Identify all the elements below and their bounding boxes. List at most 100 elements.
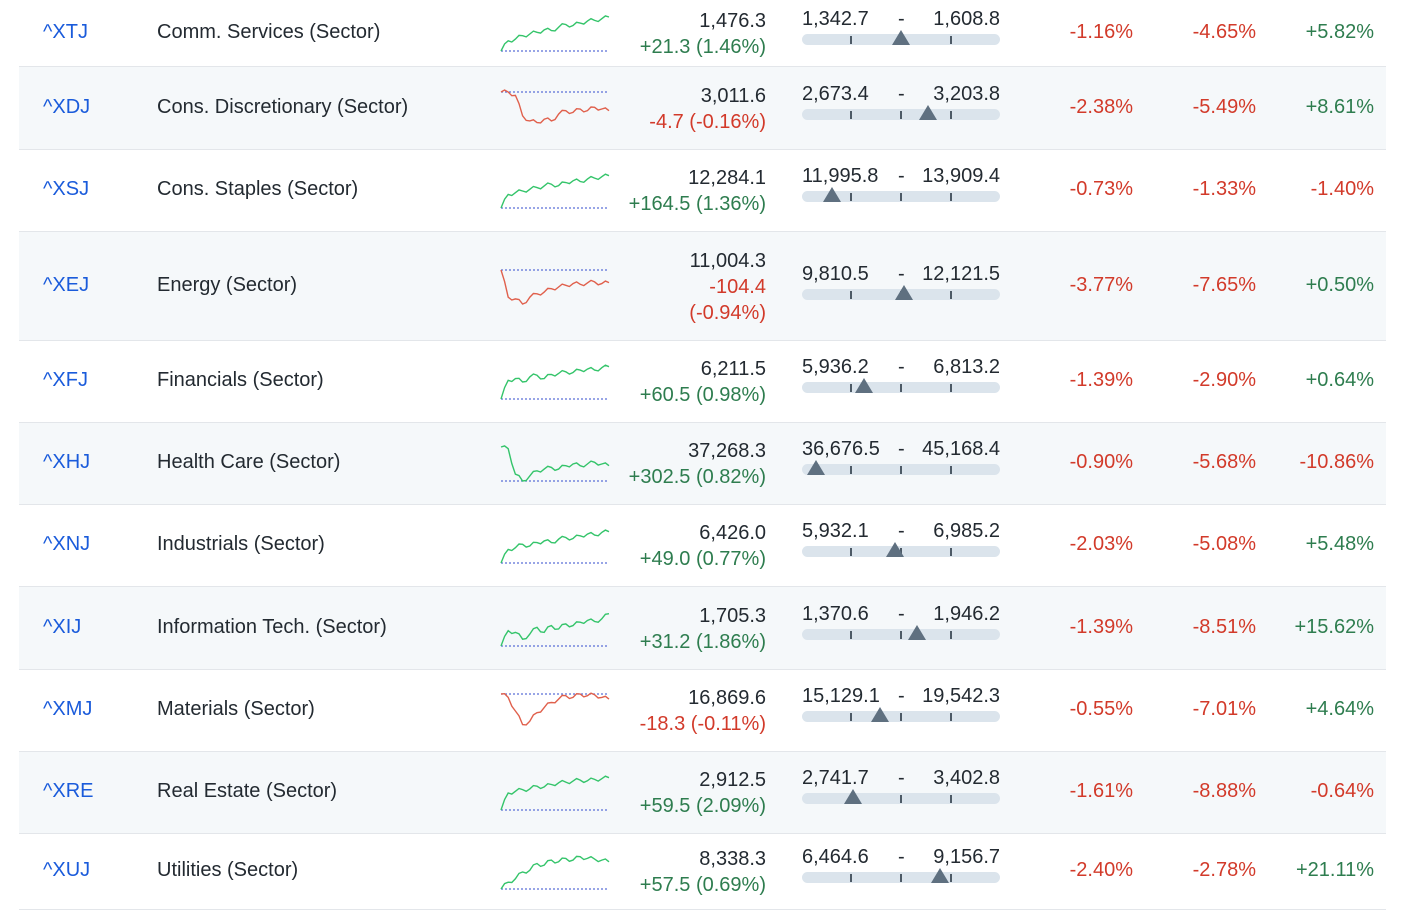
sector-name: Materials (Sector) [157, 698, 315, 720]
price-change: +21.3 (1.46%) [639, 35, 766, 58]
range-marker-icon [919, 104, 938, 120]
day-range: 11,995.8-13,909.4 [802, 165, 1000, 202]
sparkline-chart[interactable] [499, 266, 611, 308]
range-high: 3,402.8 [933, 767, 1000, 789]
sector-name: Comm. Services (Sector) [157, 20, 381, 43]
symbol-link[interactable]: ^XSJ [43, 178, 90, 200]
range-tick [950, 110, 952, 119]
range-tick [900, 713, 902, 721]
sparkline-chart[interactable] [499, 443, 611, 485]
sparkline-line [500, 364, 610, 400]
price-change: +31.2 (1.86%) [639, 630, 766, 653]
range-bar [802, 624, 1000, 640]
price-block: 8,338.3 +57.5 (0.69%) [640, 846, 766, 898]
day-range: 15,129.1-19,542.3 [802, 685, 1000, 722]
perf-3-value: +0.64% [1305, 369, 1374, 391]
last-price: 6,211.5 [700, 358, 766, 380]
range-tick [900, 874, 902, 882]
price-change: +59.5 (2.09%) [639, 795, 766, 817]
sparkline-chart[interactable] [499, 88, 611, 130]
symbol-link[interactable]: ^XTJ [43, 20, 88, 43]
range-tick [950, 548, 952, 556]
table-row[interactable]: ^XMJ Materials (Sector) 16,869.6 -18.3 (-0.… [19, 670, 1386, 752]
table-row[interactable]: ^XUJ Utilities (Sector) 8,338.3 +57.5 (0.69… [19, 834, 1386, 910]
perf-2-value: -2.90% [1192, 369, 1256, 391]
range-separator: - [898, 262, 905, 285]
range-low: 5,936.2 [802, 356, 869, 378]
table-row[interactable]: ^XRE Real Estate (Sector) 2,912.5 +59.5 (2.… [19, 752, 1386, 834]
day-range: 2,673.4 - 3,203.8 [802, 83, 1000, 120]
perf-1-value: -2.40% [1069, 859, 1133, 881]
table-row[interactable]: ^XNJ Industrials (Sector) 6,426.0 +49.0 (0.… [19, 505, 1386, 587]
range-tick [950, 795, 952, 803]
symbol-link[interactable]: ^XHJ [43, 451, 91, 473]
perf-3-value: +5.82% [1305, 20, 1374, 43]
price-change: +302.5 (0.82%) [628, 466, 766, 488]
last-price: 37,268.3 [688, 440, 766, 462]
symbol-link[interactable]: ^XNJ [43, 533, 91, 555]
sector-name: Information Tech. (Sector) [157, 615, 387, 638]
range-separator: - [898, 165, 905, 187]
range-marker-icon [855, 378, 874, 393]
range-tick [900, 795, 902, 803]
perf-2-value: -7.01% [1192, 698, 1256, 720]
perf-3-value: +8.61% [1305, 95, 1374, 118]
table-row[interactable]: ^XTJ Comm. Services (Sector) 1,476.3 +21.3 … [19, 0, 1386, 67]
sparkline-line [500, 775, 610, 811]
sector-name: Health Care (Sector) [157, 451, 341, 473]
perf-2-value: -5.49% [1192, 95, 1256, 118]
sparkline-chart[interactable] [499, 170, 611, 212]
sparkline-line [500, 173, 610, 209]
symbol-link[interactable]: ^XDJ [43, 95, 91, 118]
range-marker-icon [930, 868, 949, 883]
sparkline-chart[interactable] [499, 525, 611, 567]
table-row[interactable]: ^XIJ Information Tech. (Sector) 1,705.3 +31… [19, 587, 1386, 670]
day-range: 5,936.2 - 6,813.2 [802, 356, 1000, 393]
perf-2-value: -8.51% [1192, 615, 1256, 638]
sparkline-chart[interactable] [499, 690, 611, 732]
range-marker-icon [892, 29, 910, 45]
price-change-percent: (-0.94%) [689, 301, 766, 324]
last-price: 16,869.6 [688, 687, 766, 709]
range-tick [850, 193, 852, 201]
price-change: -104.4 [709, 275, 766, 298]
range-tick [850, 110, 852, 119]
sparkline-line [500, 529, 610, 564]
range-tick [950, 384, 952, 392]
perf-1-value: -1.39% [1069, 369, 1133, 391]
symbol-link[interactable]: ^XUJ [43, 859, 91, 881]
range-tick [850, 290, 852, 299]
last-price: 6,426.0 [699, 522, 766, 544]
range-marker-icon [822, 187, 841, 202]
sector-name: Energy (Sector) [157, 273, 298, 296]
symbol-link[interactable]: ^XMJ [43, 698, 93, 720]
price-block: 3,011.6 -4.7 (-0.16%) [649, 83, 766, 135]
sparkline-chart[interactable] [499, 361, 611, 403]
table-row[interactable]: ^XFJ Financials (Sector) 6,211.5 +60.5 (0.9… [19, 341, 1386, 423]
table-row[interactable]: ^XHJ Health Care (Sector) 37,268.3 +302.5 (… [19, 423, 1386, 505]
table-row[interactable]: ^XEJ Energy (Sector) 11,004.3 -104.4 (-0.94%… [19, 232, 1386, 341]
sector-name: Cons. Staples (Sector) [157, 178, 359, 200]
sparkline-chart[interactable] [499, 608, 611, 650]
sparkline-chart[interactable] [499, 772, 611, 814]
sparkline-line [500, 269, 610, 305]
range-tick [900, 630, 902, 639]
symbol-link[interactable]: ^XFJ [43, 369, 88, 391]
day-range: 6,464.6 - 9,156.7 [802, 846, 1000, 883]
perf-1-value: -1.61% [1069, 780, 1133, 802]
table-row[interactable]: ^XSJ Cons. Staples (Sector) 12,284.1 +164.5… [19, 150, 1386, 232]
range-tick [850, 874, 852, 882]
day-range: 2,741.7 - 3,402.8 [802, 767, 1000, 804]
day-range: 5,932.1 - 6,985.2 [802, 520, 1000, 557]
range-separator: - [898, 846, 905, 868]
symbol-link[interactable]: ^XRE [43, 780, 94, 802]
sparkline-chart[interactable] [499, 851, 611, 893]
range-tick [950, 713, 952, 721]
symbol-link[interactable]: ^XIJ [43, 615, 82, 638]
range-low: 5,932.1 [802, 520, 869, 542]
table-row[interactable]: ^XDJ Cons. Discretionary (Sector) 3,011.6 -… [19, 67, 1386, 150]
range-high: 13,909.4 [922, 165, 1000, 187]
sector-name: Cons. Discretionary (Sector) [157, 95, 409, 118]
symbol-link[interactable]: ^XEJ [43, 273, 90, 296]
sparkline-chart[interactable] [499, 13, 611, 55]
